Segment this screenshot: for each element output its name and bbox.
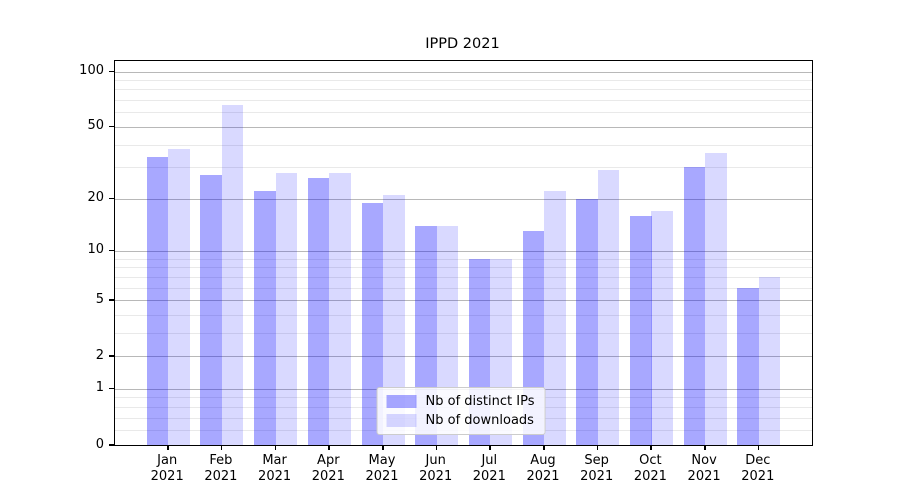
bar-downloads-oct xyxy=(651,211,673,445)
y-tick-label-2: 2 xyxy=(95,347,104,363)
y-tick-mark xyxy=(109,387,114,390)
x-tick-label-apr: Apr 2021 xyxy=(311,453,345,484)
x-tick-mark xyxy=(596,445,599,450)
x-tick-mark xyxy=(220,445,223,450)
minor-gridline xyxy=(115,79,812,81)
bar-downloads-may xyxy=(383,194,405,445)
bar-distinct-ips-nov xyxy=(683,167,706,445)
minor-gridline xyxy=(115,267,812,269)
bar-downloads-jan xyxy=(168,148,190,445)
legend-entry-downloads: Nb of downloads xyxy=(386,413,535,428)
legend-swatch-downloads xyxy=(386,414,417,427)
bar-downloads-nov xyxy=(705,152,727,445)
x-tick-label-jul: Jul 2021 xyxy=(472,453,506,484)
bar-downloads-apr xyxy=(329,172,351,445)
bar-distinct-ips-jan xyxy=(146,157,169,445)
y-tick-mark xyxy=(109,197,114,200)
x-tick-mark xyxy=(704,445,706,450)
bar-downloads-mar xyxy=(275,172,298,445)
x-tick-mark xyxy=(382,445,384,450)
bar-distinct-ips-sep xyxy=(576,198,598,445)
y-tick-mark xyxy=(109,355,114,357)
bar-downloads-sep xyxy=(597,169,620,445)
x-tick-label-jan: Jan 2021 xyxy=(150,453,184,484)
y-tick-mark xyxy=(109,299,114,301)
x-tick-mark xyxy=(543,445,545,450)
legend: Nb of distinct IPs Nb of downloads xyxy=(376,387,546,435)
minor-gridline xyxy=(115,287,812,289)
y-tick-mark xyxy=(109,444,114,446)
x-tick-label-nov: Nov 2021 xyxy=(687,453,721,484)
x-tick-mark xyxy=(274,445,277,450)
minor-gridline xyxy=(115,276,812,278)
minor-gridline xyxy=(115,258,812,260)
y-tick-label-0: 0 xyxy=(95,436,104,452)
x-tick-mark xyxy=(757,445,760,450)
y-tick-mark xyxy=(109,125,114,128)
minor-gridline xyxy=(115,89,812,91)
minor-gridline xyxy=(115,144,812,146)
minor-gridline xyxy=(115,167,812,169)
legend-label-distinct-ips: Nb of distinct IPs xyxy=(425,394,535,409)
x-tick-label-feb: Feb 2021 xyxy=(204,453,238,484)
major-gridline xyxy=(115,300,812,301)
x-tick-label-aug: Aug 2021 xyxy=(526,453,560,484)
bar-distinct-ips-dec xyxy=(737,287,759,445)
bar-distinct-ips-feb xyxy=(200,175,222,445)
y-tick-label-10: 10 xyxy=(87,242,104,258)
major-gridline xyxy=(115,356,812,358)
y-tick-label-100: 100 xyxy=(79,63,104,78)
y-tick-mark xyxy=(109,70,114,72)
chart-title: IPPD 2021 xyxy=(425,36,500,52)
legend-label-downloads: Nb of downloads xyxy=(425,413,534,428)
legend-swatch-distinct-ips xyxy=(386,395,417,408)
bar-downloads-dec xyxy=(758,276,781,445)
x-tick-label-sep: Sep 2021 xyxy=(580,453,614,484)
x-tick-mark xyxy=(435,445,438,450)
major-gridline xyxy=(115,71,812,73)
x-tick-mark xyxy=(328,445,330,450)
major-gridline xyxy=(115,250,812,252)
bar-distinct-ips-oct xyxy=(630,215,652,445)
x-tick-label-dec: Dec 2021 xyxy=(741,453,775,484)
bar-distinct-ips-may xyxy=(361,202,383,445)
minor-gridline xyxy=(115,332,812,334)
major-gridline xyxy=(115,126,812,128)
minor-gridline xyxy=(115,100,812,101)
x-tick-label-may: May 2021 xyxy=(365,453,399,484)
x-tick-label-mar: Mar 2021 xyxy=(258,453,292,484)
y-tick-label-1: 1 xyxy=(95,380,104,396)
bar-distinct-ips-mar xyxy=(254,191,276,445)
minor-gridline xyxy=(115,314,812,316)
bar-distinct-ips-apr xyxy=(307,178,330,445)
y-tick-label-20: 20 xyxy=(87,190,104,206)
minor-gridline xyxy=(115,112,812,114)
bar-downloads-feb xyxy=(221,104,244,445)
legend-entry-distinct-ips: Nb of distinct IPs xyxy=(386,394,535,409)
x-tick-mark xyxy=(650,445,652,450)
y-tick-label-50: 50 xyxy=(87,118,104,134)
x-tick-label-jun: Jun 2021 xyxy=(419,453,453,484)
y-tick-mark xyxy=(109,249,114,252)
x-tick-mark xyxy=(489,445,491,450)
bar-downloads-aug xyxy=(544,191,566,445)
plot-area xyxy=(114,60,813,446)
major-gridline xyxy=(115,198,812,200)
x-tick-label-oct: Oct 2021 xyxy=(633,453,667,484)
y-tick-label-5: 5 xyxy=(95,291,104,307)
x-tick-mark xyxy=(167,445,169,450)
